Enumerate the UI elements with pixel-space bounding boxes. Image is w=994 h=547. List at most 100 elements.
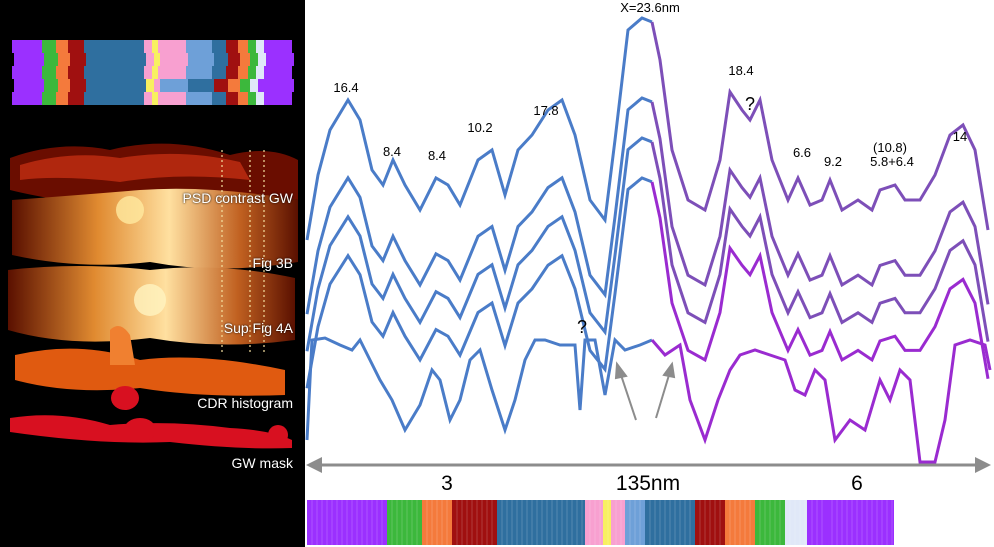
strip-segment bbox=[695, 500, 725, 545]
top-strip-cell bbox=[58, 79, 70, 92]
strip-segment bbox=[785, 500, 807, 545]
top-strip-cell bbox=[70, 79, 86, 92]
trace-purple-1 bbox=[650, 21, 990, 231]
trace-mask-blue bbox=[305, 336, 653, 441]
top-strip-cell bbox=[264, 66, 292, 79]
trace-purple-3 bbox=[650, 141, 990, 342]
top-strip-cell bbox=[154, 53, 160, 66]
trace-purple-2 bbox=[650, 101, 990, 305]
strip-segment bbox=[585, 500, 603, 545]
top-strip-cell bbox=[68, 40, 84, 53]
top-strip-cell bbox=[264, 92, 292, 105]
top-strip-cell bbox=[226, 92, 238, 105]
peak-label-1: 16.4 bbox=[333, 80, 358, 95]
strip-segment bbox=[387, 500, 422, 545]
peak-label-9: (10.8) bbox=[873, 140, 907, 155]
top-strip-cell bbox=[258, 53, 266, 66]
peak-label-3: 8.4 bbox=[428, 148, 446, 163]
peak-label-2: 8.4 bbox=[383, 144, 401, 159]
top-strip-cell bbox=[68, 92, 84, 105]
panel-label-cdr: CDR histogram bbox=[197, 395, 293, 411]
top-strip-cell bbox=[212, 66, 226, 79]
top-strip-cell bbox=[212, 40, 226, 53]
trace-blue-2 bbox=[305, 96, 653, 315]
panel-label-psd: PSD contrast GW bbox=[182, 190, 293, 206]
top-strip-cell bbox=[226, 66, 238, 79]
top-strip-cell bbox=[84, 92, 104, 105]
image-panel-art bbox=[8, 40, 298, 449]
top-strip-cell bbox=[214, 79, 228, 92]
top-strip-cell bbox=[248, 40, 256, 53]
scale-center-label: 135nm bbox=[616, 472, 680, 495]
strip-segment bbox=[497, 500, 585, 545]
top-strip-cell bbox=[84, 66, 104, 79]
top-strip-cell bbox=[256, 92, 264, 105]
top-strip-cell bbox=[104, 66, 144, 79]
top-strip-cell bbox=[186, 92, 212, 105]
top-strip-cell bbox=[226, 40, 238, 53]
top-strip-cell bbox=[160, 79, 188, 92]
top-strip-cell bbox=[256, 40, 264, 53]
top-strip-cell bbox=[266, 53, 294, 66]
top-strip-cell bbox=[42, 92, 56, 105]
top-strip-cell bbox=[14, 53, 44, 66]
top-color-strip bbox=[12, 40, 294, 105]
top-strip-cell bbox=[240, 79, 250, 92]
top-strip-cell bbox=[58, 53, 70, 66]
top-strip-cell bbox=[214, 53, 228, 66]
top-strip-cell bbox=[44, 53, 58, 66]
top-strip-cell bbox=[152, 66, 158, 79]
top-strip-cell bbox=[228, 53, 240, 66]
peak-label-7: 6.6 bbox=[793, 145, 811, 160]
top-strip-cell bbox=[264, 40, 292, 53]
top-strip-cell bbox=[152, 92, 158, 105]
top-strip-cell bbox=[70, 53, 86, 66]
scale-left-label: 3 bbox=[441, 472, 453, 495]
top-strip-cell bbox=[56, 40, 68, 53]
top-strip-cell bbox=[250, 53, 258, 66]
trace-blue-4 bbox=[305, 176, 653, 389]
top-strip-cell bbox=[144, 92, 152, 105]
top-strip-cell bbox=[84, 40, 104, 53]
top-strip-cell bbox=[86, 53, 106, 66]
image-panel: PSD contrast GW Fig 3B Sup Fig 4A CDR hi… bbox=[0, 0, 305, 547]
top-strip-cell bbox=[250, 79, 258, 92]
strip-segment bbox=[645, 500, 695, 545]
top-strip-cell bbox=[212, 92, 226, 105]
scale-right-label: 6 bbox=[851, 472, 863, 495]
strip-segment bbox=[611, 500, 625, 545]
panel-label-supfig4a: Sup Fig 4A bbox=[223, 320, 293, 336]
top-strip-cell bbox=[160, 53, 188, 66]
top-strip-cell bbox=[68, 66, 84, 79]
top-strip-cell bbox=[144, 40, 152, 53]
top-strip-cell bbox=[14, 79, 44, 92]
bottom-color-strip bbox=[307, 500, 894, 545]
top-strip-cell bbox=[104, 92, 144, 105]
top-strip-cell bbox=[86, 79, 106, 92]
peak-label-6: 18.4 bbox=[728, 63, 753, 78]
top-strip-cell bbox=[238, 66, 248, 79]
top-strip-cell bbox=[106, 79, 146, 92]
scale-bar bbox=[306, 457, 991, 473]
top-strip-cell bbox=[12, 66, 42, 79]
profile-traces bbox=[305, 16, 992, 464]
top-strip-cell bbox=[146, 53, 154, 66]
peak-label-8: 9.2 bbox=[824, 154, 842, 169]
strip-segment bbox=[603, 500, 611, 545]
top-strip-cell bbox=[238, 40, 248, 53]
top-strip-cell bbox=[106, 53, 146, 66]
top-strip-cell bbox=[266, 79, 294, 92]
top-strip-cell bbox=[56, 66, 68, 79]
top-strip-cell bbox=[44, 79, 58, 92]
question-mark-2: ? bbox=[577, 317, 587, 337]
trace-mask-magenta bbox=[650, 338, 992, 464]
top-strip-cell bbox=[248, 92, 256, 105]
top-strip-cell bbox=[144, 66, 152, 79]
top-strip-cell bbox=[186, 66, 212, 79]
trace-blue-3 bbox=[305, 136, 653, 352]
strip-segment bbox=[625, 500, 645, 545]
strip-segment bbox=[725, 500, 755, 545]
title-label: X=23.6nm bbox=[620, 0, 680, 15]
panel-label-gwmask: GW mask bbox=[231, 455, 293, 471]
